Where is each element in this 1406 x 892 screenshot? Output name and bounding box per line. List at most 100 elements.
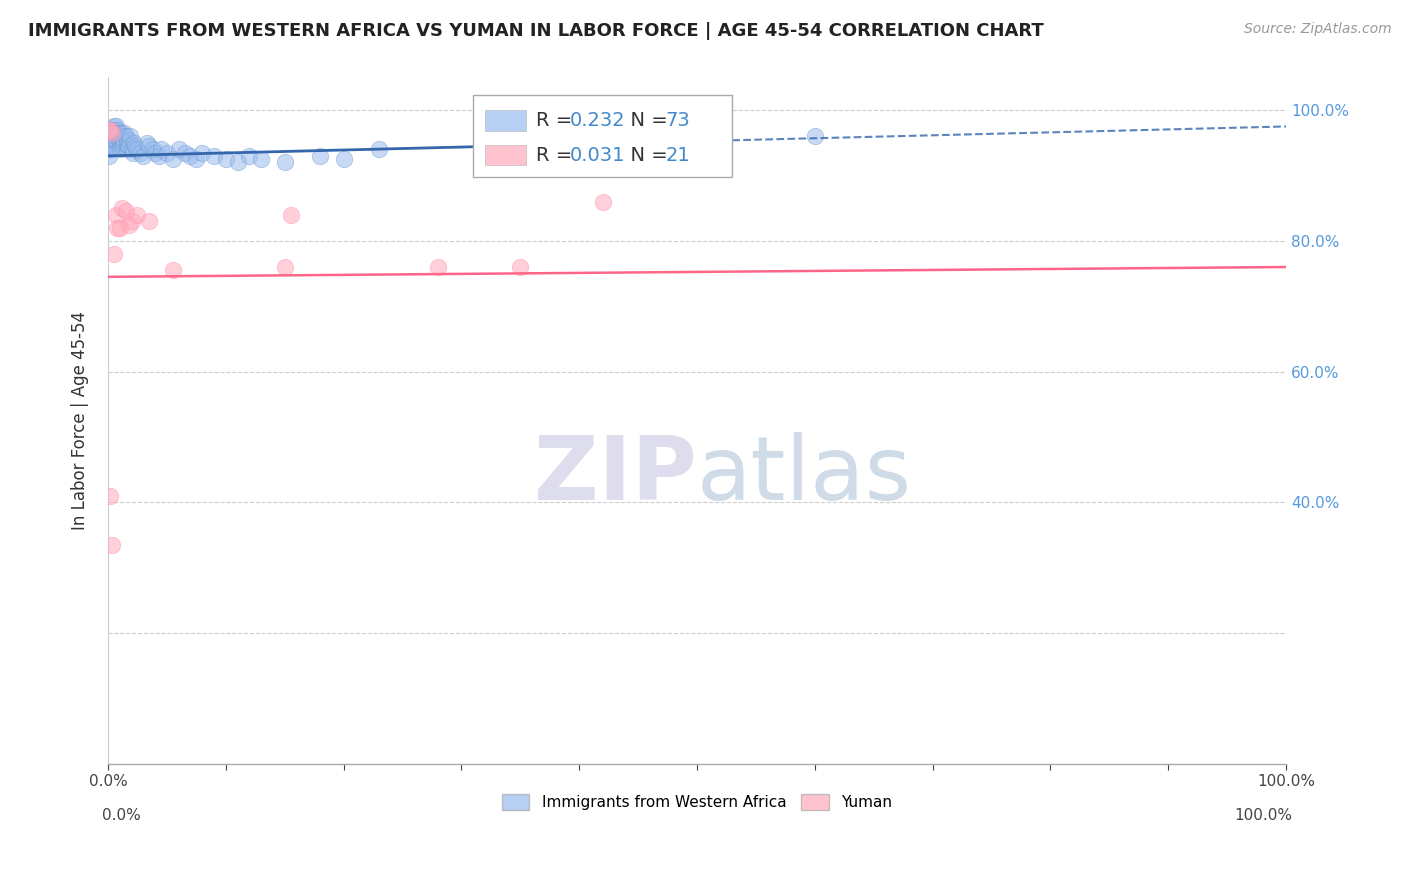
Point [111,132,134,146]
Text: R =: R = [536,145,578,164]
FancyBboxPatch shape [485,145,526,165]
Point [127,208,149,222]
Point [98,122,121,136]
Point [100,129,122,144]
Point [592,194,614,209]
Point [124,139,146,153]
Point [118,132,141,146]
Point [103,126,125,140]
Point [103,247,125,261]
Point [121,145,143,160]
Point [105,208,128,222]
Point [121,214,143,228]
Text: 0.031: 0.031 [569,145,626,164]
Point [250,152,273,166]
Point [118,139,141,153]
Text: R =: R = [536,112,578,130]
Point [121,142,143,156]
Point [114,126,136,140]
Point [215,152,238,166]
Point [111,139,134,153]
FancyBboxPatch shape [485,111,526,131]
Point [104,122,127,136]
Point [273,260,295,274]
Point [142,142,165,156]
Point [120,129,142,144]
Point [107,129,129,144]
Point [105,132,128,146]
Point [108,220,131,235]
Point [148,149,170,163]
Point [108,136,131,150]
Point [100,126,122,140]
Point [110,132,132,146]
Point [118,218,141,232]
Point [103,132,125,146]
Point [108,129,131,144]
Point [101,132,124,146]
Point [98,142,121,156]
Point [98,136,121,150]
Point [162,152,184,166]
Point [112,129,135,144]
Text: N =: N = [619,112,673,130]
Point [803,129,825,144]
Point [135,136,157,150]
Point [309,149,332,163]
Point [332,152,354,166]
Point [544,136,567,150]
Text: Source: ZipAtlas.com: Source: ZipAtlas.com [1244,22,1392,37]
Point [114,129,136,144]
Point [122,136,145,150]
Legend: Immigrants from Western Africa, Yuman: Immigrants from Western Africa, Yuman [494,787,900,818]
Point [138,139,160,153]
Point [202,149,225,163]
Text: IMMIGRANTS FROM WESTERN AFRICA VS YUMAN IN LABOR FORCE | AGE 45-54 CORRELATION C: IMMIGRANTS FROM WESTERN AFRICA VS YUMAN … [28,22,1043,40]
Point [98,122,121,136]
Point [107,220,129,235]
Point [117,139,139,153]
Point [103,120,125,134]
Point [226,155,249,169]
Text: 21: 21 [665,145,690,164]
Y-axis label: In Labor Force | Age 45-54: In Labor Force | Age 45-54 [72,311,89,530]
Point [114,132,136,146]
Text: 0.0%: 0.0% [103,808,141,823]
Point [98,489,121,503]
Point [105,126,128,140]
Point [280,208,302,222]
Point [105,120,128,134]
Point [156,145,179,160]
Point [100,142,122,156]
Point [143,145,166,160]
Point [114,204,136,219]
Point [98,149,121,163]
Point [179,149,201,163]
Point [127,142,149,156]
FancyBboxPatch shape [474,95,733,177]
Point [107,126,129,140]
Point [509,260,531,274]
Point [100,122,122,136]
Point [112,136,135,150]
Point [238,149,260,163]
Point [101,139,124,153]
Point [104,129,127,144]
Point [186,152,208,166]
Point [368,142,391,156]
Point [273,155,295,169]
Point [107,122,129,136]
Point [107,132,129,146]
Point [111,201,134,215]
Point [98,139,121,153]
Point [128,145,150,160]
Point [167,142,190,156]
Point [173,145,195,160]
Point [162,263,184,277]
Point [100,136,122,150]
Point [101,126,124,140]
Text: N =: N = [619,145,673,164]
Point [132,149,155,163]
Point [98,129,121,144]
Text: 73: 73 [665,112,690,130]
